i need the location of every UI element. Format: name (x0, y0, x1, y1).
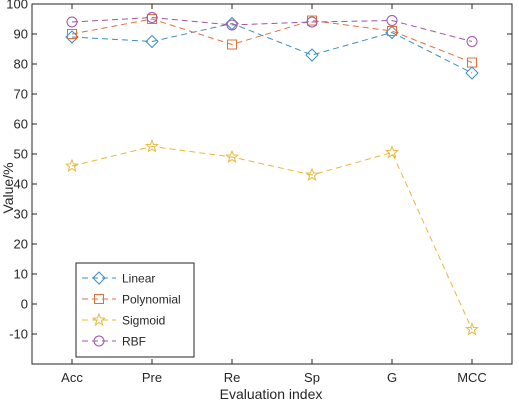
legend-label: Sigmoid (122, 314, 165, 328)
series-line-rbf (71, 16, 473, 42)
data-point-sigmoid (224, 149, 240, 163)
y-tick-label: 80 (14, 57, 28, 72)
data-point-sigmoid (384, 145, 400, 159)
y-tick-label: 60 (14, 117, 28, 132)
y-tick-label: -10 (9, 327, 28, 342)
data-point-linear (305, 48, 319, 62)
y-tick-label: 70 (14, 87, 28, 102)
series-sigmoid (64, 139, 480, 336)
y-tick-label: 20 (14, 237, 28, 252)
legend-entry-sigmoid: Sigmoid (82, 312, 165, 328)
data-point-linear (145, 34, 159, 49)
data-point-sigmoid (464, 322, 480, 336)
legend-marker (92, 271, 106, 285)
data-point-rbf (226, 19, 238, 31)
series-line-linear (71, 22, 473, 74)
data-point-rbf (306, 16, 318, 28)
data-point-polynomial (67, 29, 77, 39)
data-point-polynomial (227, 39, 237, 50)
y-axis-label: Value/% (0, 162, 16, 213)
data-point-sigmoid (304, 167, 320, 181)
data-point-polynomial (387, 26, 397, 36)
data-point-rbf (66, 16, 78, 28)
data-point-rbf (146, 12, 158, 23)
data-point-sigmoid (64, 158, 80, 172)
legend-marker (94, 294, 104, 304)
legend-label: RBF (122, 335, 146, 349)
data-point-sigmoid (144, 139, 160, 153)
legend-label: Linear (122, 272, 155, 286)
y-tick-label: 100 (6, 0, 28, 12)
data-point-rbf (466, 36, 478, 47)
y-tick-label: 40 (14, 177, 28, 192)
x-tick-label: Re (224, 370, 241, 385)
legend-entry-polynomial: Polynomial (82, 293, 181, 307)
legend-marker (93, 335, 105, 347)
legend: Linear Polynomial Sigmoid RBF (75, 262, 195, 358)
data-point-rbf (386, 15, 398, 26)
x-axis-ticks: Acc Pre Re Sp G MCC (61, 4, 487, 385)
series-line-polynomial (71, 18, 473, 63)
data-point-linear (465, 66, 479, 80)
y-tick-label: 50 (14, 147, 28, 162)
x-tick-label: Acc (61, 370, 83, 385)
y-tick-label: 90 (14, 27, 28, 42)
data-point-polynomial (467, 57, 477, 68)
x-tick-label: G (387, 370, 397, 385)
legend-entry-rbf: RBF (82, 335, 146, 349)
x-tick-label: Pre (142, 370, 162, 385)
series-layer (64, 12, 480, 336)
y-tick-label: 0 (21, 297, 28, 312)
y-tick-label: 30 (14, 207, 28, 222)
legend-entry-linear: Linear (82, 271, 155, 286)
x-axis-label: Evaluation index (220, 386, 323, 402)
x-tick-label: MCC (457, 370, 487, 385)
legend-label: Polynomial (122, 293, 181, 307)
y-tick-label: 10 (14, 267, 28, 282)
x-tick-label: Sp (304, 370, 320, 385)
series-rbf (66, 12, 478, 47)
series-line-sigmoid (71, 145, 473, 330)
y-axis-ticks: -10 0 10 20 30 40 50 60 70 80 90 100 (6, 0, 512, 342)
legend-marker (91, 312, 107, 326)
